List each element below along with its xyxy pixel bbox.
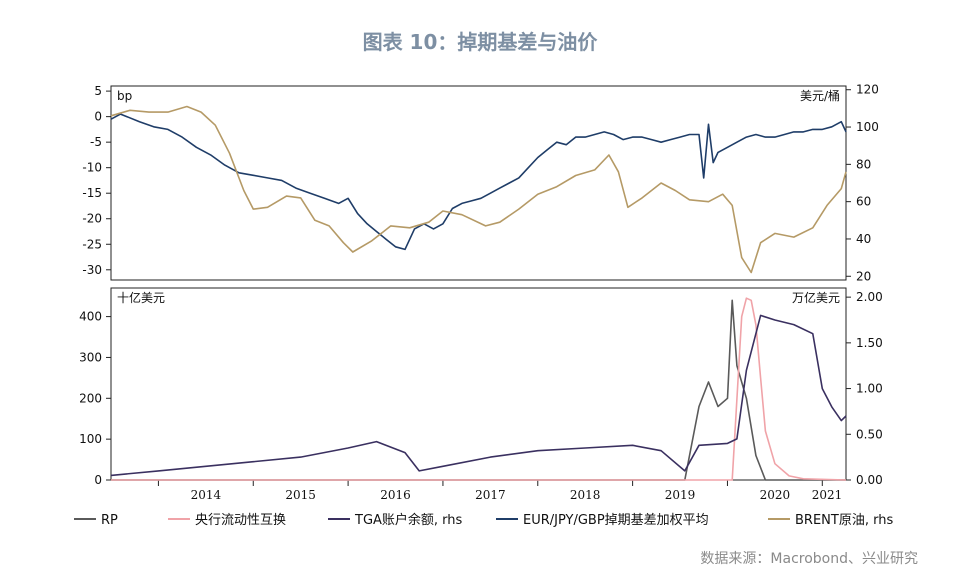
bottom-right-tick-label: 0.50 bbox=[856, 427, 883, 441]
x-tick-label: 2019 bbox=[665, 488, 696, 502]
top-right-tick-label: 100 bbox=[856, 120, 879, 134]
top-left-tick-label: 5 bbox=[94, 84, 102, 98]
top-series-basis bbox=[110, 113, 847, 251]
bottom-series-cb_swap bbox=[111, 297, 847, 481]
bottom-series-rp bbox=[111, 299, 846, 481]
legend-label-tga: TGA账户余额, rhs bbox=[354, 512, 463, 528]
bottom-right-tick-label: 1.00 bbox=[856, 382, 883, 396]
x-tick-label: 2014 bbox=[191, 488, 222, 502]
top-right-tick-label: 40 bbox=[856, 232, 871, 246]
bottom-right-tick-label: 1.50 bbox=[856, 336, 883, 350]
top-left-tick-label: 0 bbox=[94, 110, 102, 124]
bottom-left-tick-label: 200 bbox=[79, 391, 102, 405]
x-tick-label: 2016 bbox=[380, 488, 411, 502]
top-plot-frame bbox=[110, 85, 847, 281]
top-series-brent bbox=[110, 105, 847, 274]
top-right-tick-label: 80 bbox=[856, 157, 871, 171]
top-left-tick-label: -15 bbox=[82, 186, 102, 200]
bottom-right-tick-label: 0.00 bbox=[856, 473, 883, 487]
top-right-tick-label: 20 bbox=[856, 269, 871, 283]
bottom-series-tga bbox=[110, 314, 847, 477]
top-left-axis-label: bp bbox=[117, 89, 132, 103]
bottom-left-tick-label: 100 bbox=[79, 432, 102, 446]
source-note: 数据来源：Macrobond、兴业研究 bbox=[700, 551, 918, 567]
legend-label-rp: RP bbox=[101, 513, 118, 528]
legend-label-brent: BRENT原油, rhs bbox=[795, 513, 893, 528]
bottom-right-axis-label: 万亿美元 bbox=[792, 290, 840, 305]
top-left-tick-label: -10 bbox=[82, 161, 102, 175]
top-left-tick-label: -25 bbox=[82, 237, 102, 251]
top-left-tick-label: -30 bbox=[82, 263, 102, 277]
x-tick-label: 2020 bbox=[760, 488, 791, 502]
top-right-axis-label: 美元/桶 bbox=[800, 88, 840, 103]
bottom-left-tick-label: 400 bbox=[79, 310, 102, 324]
top-right-tick-label: 60 bbox=[856, 195, 871, 209]
x-tick-label: 2017 bbox=[475, 488, 506, 502]
x-tick-label: 2018 bbox=[570, 488, 601, 502]
legend-label-basis: EUR/JPY/GBP掉期基差加权平均 bbox=[523, 512, 709, 528]
bottom-left-tick-label: 0 bbox=[94, 473, 102, 487]
bottom-right-tick-label: 2.00 bbox=[856, 290, 883, 304]
bottom-plot-frame bbox=[110, 287, 847, 481]
x-tick-label: 2015 bbox=[285, 488, 316, 502]
x-tick-label: 2021 bbox=[812, 488, 843, 502]
chart-title: 图表 10：掉期基差与油价 bbox=[362, 30, 598, 54]
top-right-tick-label: 120 bbox=[856, 83, 879, 97]
top-left-tick-label: -5 bbox=[90, 135, 102, 149]
top-left-tick-label: -20 bbox=[82, 212, 102, 226]
bottom-left-tick-label: 300 bbox=[79, 350, 102, 364]
legend-label-cb_swap: 央行流动性互换 bbox=[195, 513, 286, 528]
bottom-left-axis-label: 十亿美元 bbox=[117, 290, 165, 305]
